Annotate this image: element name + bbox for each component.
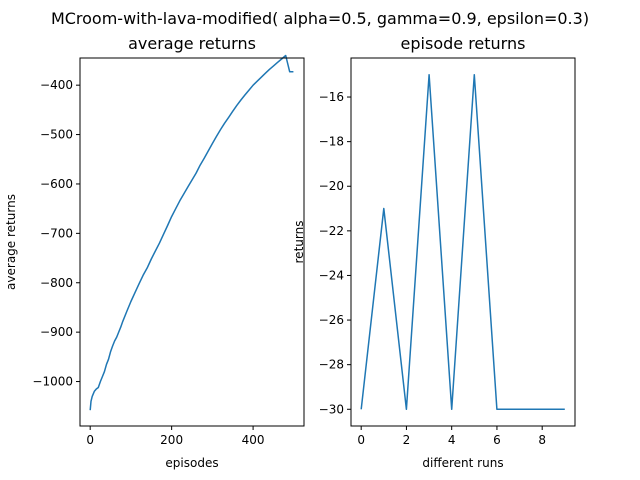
left-axes-plot-area [89,54,294,411]
left-y-tick-label: −800 [40,276,73,290]
right-y-tick-label: −26 [319,313,344,327]
right-x-tick-label: 8 [538,433,546,447]
left-axes-title: average returns [128,34,256,53]
right-series-line [360,73,565,411]
left-y-tick-label: −700 [40,226,73,240]
left-y-tick-label: −600 [40,177,73,191]
left-y-tick-label: −500 [40,128,73,142]
right-y-tick-label: −24 [319,268,344,282]
left-axes-frame [79,57,305,427]
right-y-tick-label: −22 [319,224,344,238]
left-y-tick-label: −900 [40,325,73,339]
right-y-tick-label: −16 [319,90,344,104]
right-axes-plot-area [360,73,565,411]
right-y-tick-label: −18 [319,135,344,149]
left-x-tick-label: 200 [160,433,183,447]
right-x-tick-label: 0 [357,433,365,447]
left-x-tick-label: 0 [86,433,94,447]
left-y-tick-label: −400 [40,78,73,92]
left-series-line [89,54,294,411]
right-x-tick-label: 6 [493,433,501,447]
left-x-axis-label: episodes [165,456,218,470]
right-axes-frame [350,57,576,427]
right-axes-ticks: 0 2 4 6 8 −30 −28 −26 −24 −22 −20 −18 −16 [319,90,546,447]
figure-suptitle: MCroom-with-lava-modified( alpha=0.5, ga… [51,9,589,28]
left-y-axis-label: average returns [4,194,18,290]
right-x-tick-label: 2 [403,433,411,447]
right-axes: episode returns different runs returns 0… [292,34,576,470]
right-y-tick-label: −30 [319,402,344,416]
left-axes-ticks: 0 200 400 −1000 −900 −800 −700 −600 −500 −400 [32,78,264,447]
right-y-tick-label: −20 [319,179,344,193]
right-axes-title: episode returns [401,34,526,53]
left-y-tick-label: −1000 [32,375,73,389]
right-y-axis-label: returns [292,221,306,264]
left-axes: average returns episodes average returns… [4,34,305,470]
right-x-tick-label: 4 [448,433,456,447]
right-x-axis-label: different runs [422,456,503,470]
left-x-tick-label: 400 [242,433,265,447]
right-y-tick-label: −28 [319,358,344,372]
